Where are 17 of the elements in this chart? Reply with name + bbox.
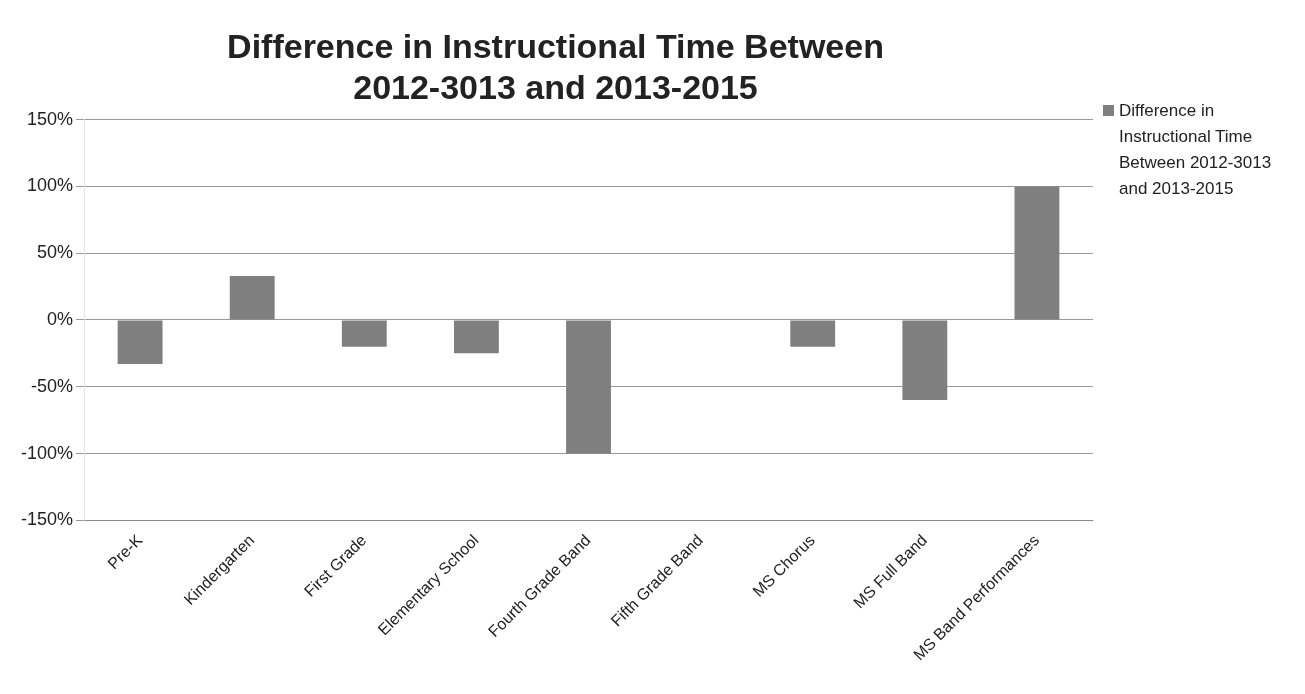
bar bbox=[229, 275, 275, 320]
y-tick-label: -100% bbox=[21, 442, 74, 463]
chart-title: Difference in Instructional Time Between 2012-3013 and 2013-2015 bbox=[227, 26, 884, 106]
y-tick-label: -150% bbox=[21, 509, 74, 530]
bar bbox=[117, 320, 163, 365]
legend-label: Difference in Instructional Time Between 2012-3013 and 2013-2015 bbox=[1119, 100, 1273, 200]
bar bbox=[1014, 186, 1060, 320]
y-tick-label: 150% bbox=[26, 108, 74, 129]
bar bbox=[566, 320, 611, 454]
y-tick-label: 100% bbox=[26, 175, 74, 196]
y-tick-label: 50% bbox=[37, 242, 74, 263]
y-tick-label: 0% bbox=[47, 308, 74, 329]
bar bbox=[341, 320, 387, 347]
bar bbox=[453, 320, 499, 354]
bar bbox=[790, 320, 836, 347]
bar bbox=[902, 320, 948, 401]
y-tick-label: -50% bbox=[31, 375, 74, 396]
